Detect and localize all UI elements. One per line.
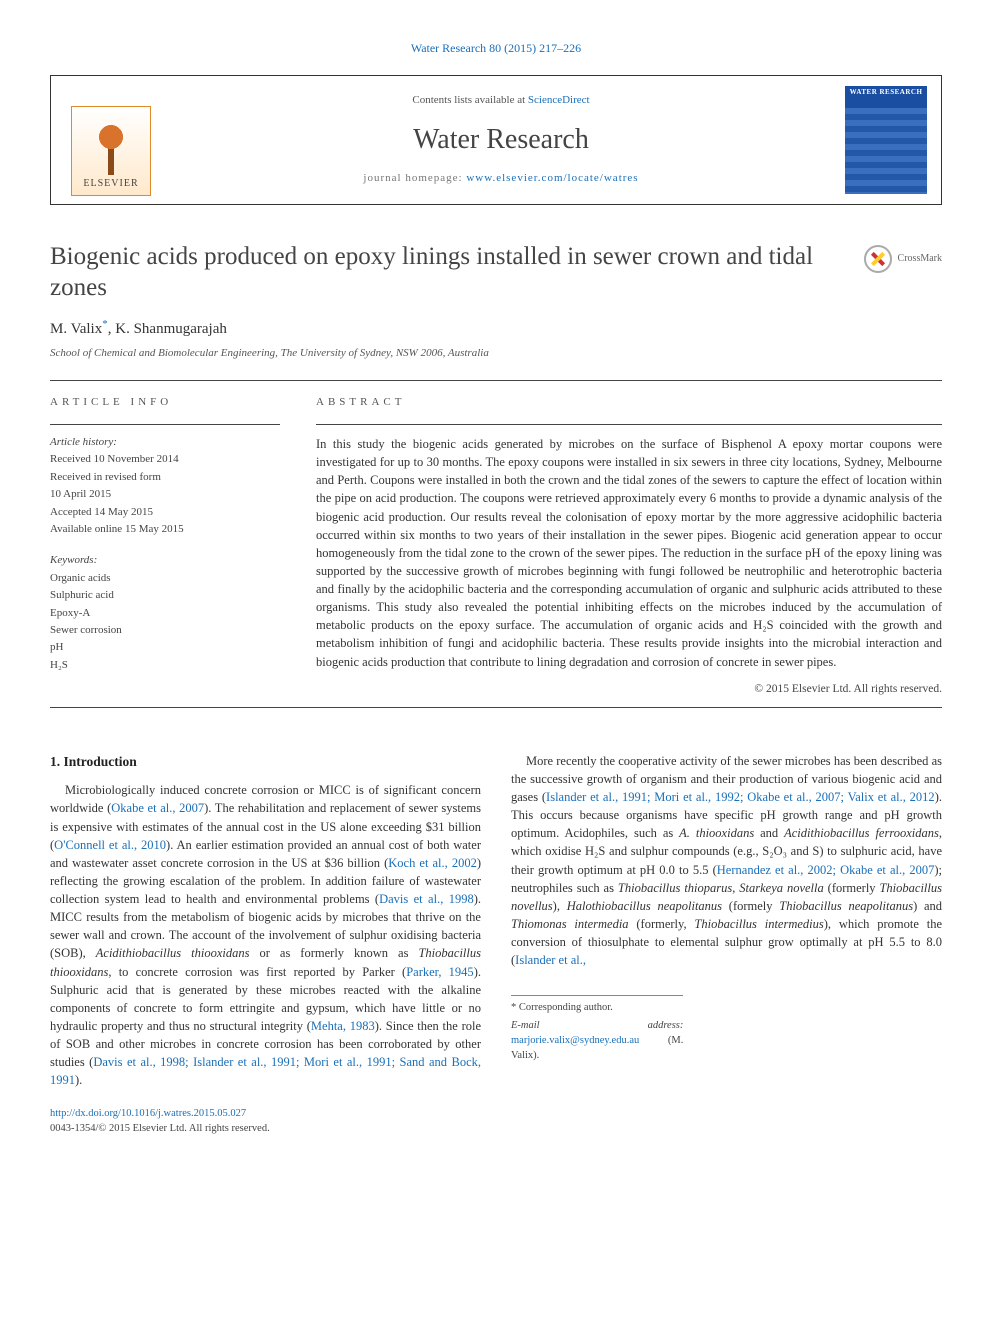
citation-link[interactable]: Islander et al., 1991; Mori et al., 1992… — [546, 790, 935, 804]
species-name: A. thiooxidans — [679, 826, 754, 840]
keyword: pH — [50, 640, 280, 655]
journal-header-box: ELSEVIER Contents lists available at Sci… — [50, 75, 942, 205]
abstract-copyright: © 2015 Elsevier Ltd. All rights reserved… — [316, 681, 942, 697]
history-line: Received 10 November 2014 — [50, 452, 280, 467]
crossmark-label: CrossMark — [898, 252, 942, 266]
doi-link[interactable]: http://dx.doi.org/10.1016/j.watres.2015.… — [50, 1108, 246, 1119]
keyword: Sewer corrosion — [50, 623, 280, 638]
issn-copyright-line: 0043-1354/© 2015 Elsevier Ltd. All right… — [50, 1123, 270, 1134]
citation-link[interactable]: Hernandez et al., 2002; Okabe et al., 20… — [717, 863, 935, 877]
body-paragraph: Microbiologically induced concrete corro… — [50, 781, 481, 1089]
body-text: ). — [75, 1073, 82, 1087]
keywords-label: Keywords: — [50, 553, 280, 568]
article-info-left: ARTICLE INFO Article history: Received 1… — [50, 395, 280, 697]
divider-abstract — [316, 424, 942, 425]
journal-title: Water Research — [413, 120, 589, 159]
crossmark-icon — [864, 245, 892, 273]
body-text: (formely — [722, 899, 779, 913]
citation-link[interactable]: Okabe et al., 2007 — [111, 801, 204, 815]
divider-below-abstract — [50, 707, 942, 708]
article-info-heading: ARTICLE INFO — [50, 395, 280, 410]
elsevier-wordmark: ELSEVIER — [83, 175, 138, 195]
citation-link[interactable]: Parker, 1945 — [406, 965, 473, 979]
contents-available-line: Contents lists available at ScienceDirec… — [412, 93, 589, 108]
abstract-heading: ABSTRACT — [316, 395, 942, 410]
body-text: (formerly, — [629, 917, 695, 931]
abstract-column: ABSTRACT In this study the biogenic acid… — [316, 395, 942, 697]
species-name: Halothiobacillus neapolitanus — [567, 899, 722, 913]
species-name: Thiobacillus neapolitanus — [779, 899, 913, 913]
author-1: M. Valix — [50, 321, 102, 337]
citation-link[interactable]: Mehta, 1983 — [311, 1019, 375, 1033]
species-name: Acidithiobacillus ferrooxidans — [784, 826, 939, 840]
footnote-block: * Corresponding author. E-mail address: … — [511, 995, 683, 1063]
species-name: Thiomonas intermedia — [511, 917, 629, 931]
contents-prefix: Contents lists available at — [412, 94, 527, 106]
journal-header-center: Contents lists available at ScienceDirec… — [171, 76, 831, 204]
journal-cover-cell: WATER RESEARCH — [831, 76, 941, 204]
sciencedirect-link[interactable]: ScienceDirect — [528, 94, 590, 106]
article-body: 1. Introduction Microbiologically induce… — [50, 752, 942, 1090]
keyword: Epoxy-A — [50, 606, 280, 621]
running-citation-link[interactable]: Water Research 80 (2015) 217–226 — [411, 41, 581, 55]
body-paragraph: More recently the cooperative activity o… — [511, 752, 942, 970]
article-history-label: Article history: — [50, 435, 280, 450]
history-line: 10 April 2015 — [50, 487, 280, 502]
citation-link[interactable]: Davis et al., 1998; Islander et al., 199… — [50, 1055, 481, 1087]
body-text: and — [754, 826, 784, 840]
author-2: , K. Shanmugarajah — [108, 321, 227, 337]
running-citation: Water Research 80 (2015) 217–226 — [50, 40, 942, 57]
keywords-block: Keywords: Organic acids Sulphuric acid E… — [50, 553, 280, 673]
publisher-logo-cell: ELSEVIER — [51, 76, 171, 204]
keyword: Sulphuric acid — [50, 588, 280, 603]
email-label: E-mail address: — [511, 1020, 683, 1031]
body-text: ), — [553, 899, 567, 913]
article-header: CrossMark Biogenic acids produced on epo… — [50, 241, 942, 362]
homepage-label: journal homepage: — [363, 172, 466, 184]
crossmark-widget[interactable]: CrossMark — [864, 245, 942, 273]
article-title: Biogenic acids produced on epoxy linings… — [50, 241, 942, 304]
email-line: E-mail address: marjorie.valix@sydney.ed… — [511, 1018, 683, 1064]
elsevier-logo[interactable]: ELSEVIER — [71, 106, 151, 196]
corresponding-author-note: * Corresponding author. — [511, 1000, 683, 1015]
citation-link[interactable]: Islander et al., — [515, 953, 586, 967]
author-list: M. Valix*, K. Shanmugarajah — [50, 317, 942, 340]
divider-top — [50, 380, 942, 381]
history-line: Received in revised form — [50, 470, 280, 485]
author-email-link[interactable]: marjorie.valix@sydney.edu.au — [511, 1035, 639, 1046]
species-name: Thiobacillus thioparus, Starkeya novella — [618, 881, 824, 895]
citation-link[interactable]: Davis et al., 1998 — [379, 892, 474, 906]
citation-link[interactable]: O'Connell et al., 2010 — [54, 838, 166, 852]
body-text: or as formerly known as — [250, 946, 419, 960]
body-text: , to concrete corrosion was first report… — [108, 965, 406, 979]
journal-cover-thumb[interactable]: WATER RESEARCH — [845, 86, 927, 194]
species-name: Thiobacillus intermedius — [694, 917, 823, 931]
history-line: Available online 15 May 2015 — [50, 522, 280, 537]
journal-cover-art-icon — [845, 108, 927, 194]
keyword: H₂S — [50, 658, 280, 673]
article-footer-info: http://dx.doi.org/10.1016/j.watres.2015.… — [50, 1107, 942, 1136]
history-line: Accepted 14 May 2015 — [50, 505, 280, 520]
section-heading-intro: 1. Introduction — [50, 752, 481, 772]
keyword: Organic acids — [50, 571, 280, 586]
journal-cover-label: WATER RESEARCH — [845, 86, 927, 108]
journal-homepage-line: journal homepage: www.elsevier.com/locat… — [363, 171, 638, 186]
citation-link[interactable]: Koch et al., 2002 — [388, 856, 477, 870]
elsevier-tree-icon — [86, 125, 136, 175]
affiliation: School of Chemical and Biomolecular Engi… — [50, 346, 942, 361]
abstract-text: In this study the biogenic acids generat… — [316, 435, 942, 671]
article-info-row: ARTICLE INFO Article history: Received 1… — [50, 395, 942, 697]
body-text: (formerly — [824, 881, 880, 895]
body-text: ) and — [913, 899, 942, 913]
journal-homepage-link[interactable]: www.elsevier.com/locate/watres — [466, 172, 638, 184]
species-name: Acidithiobacillus thiooxidans — [96, 946, 250, 960]
divider-info-left — [50, 424, 280, 425]
